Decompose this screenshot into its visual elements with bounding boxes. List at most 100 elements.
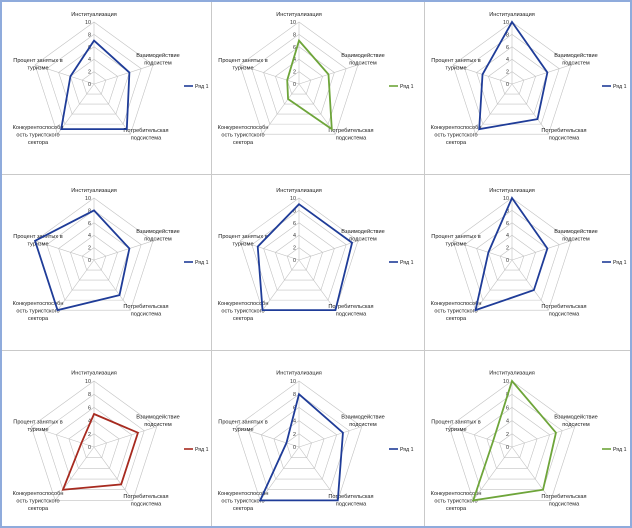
radar-chart-3: 0 2 4 6 8 10 Институализация Взаимодействие подс… bbox=[425, 2, 630, 174]
radar-chart-svg: 0246810ИнституализацияВзаимодействиеподс… bbox=[431, 188, 627, 322]
axis-category-label: Взаимодействие bbox=[136, 52, 179, 59]
tick-label: 10 bbox=[503, 196, 509, 202]
axis-category-label: туризме bbox=[232, 427, 253, 433]
tick-label: 8 bbox=[506, 208, 509, 214]
axis-category-label: сектора bbox=[233, 506, 254, 512]
grid-ring bbox=[476, 46, 548, 115]
tick-label: 8 bbox=[293, 32, 296, 38]
axis-category-label: Процент занятых в bbox=[13, 420, 62, 426]
grid-ring bbox=[286, 247, 312, 271]
axis-category-label: туризме bbox=[445, 66, 466, 72]
tick-label: 8 bbox=[88, 32, 91, 38]
axis-spoke bbox=[298, 83, 336, 135]
grid-ring bbox=[275, 58, 323, 105]
tick-label: 6 bbox=[293, 221, 296, 227]
axis-category-label: туризме bbox=[27, 242, 48, 248]
axis-category-label: подсистема bbox=[549, 502, 580, 508]
axis-spoke bbox=[93, 259, 131, 311]
tick-label: 10 bbox=[85, 379, 91, 385]
axis-spoke bbox=[475, 83, 513, 135]
tick-label: 4 bbox=[506, 419, 509, 425]
axis-category-label: Процент занятых в bbox=[13, 58, 62, 64]
tick-label: 2 bbox=[293, 70, 296, 76]
axis-category-label: Институализация bbox=[276, 371, 322, 377]
axis-category-label: туризме bbox=[232, 66, 253, 72]
axis-category-label: подсистема bbox=[549, 136, 580, 142]
axis-category-label: сектора bbox=[446, 140, 467, 146]
axis-category-label: Конкурентоспособн bbox=[218, 491, 269, 497]
tick-label: 10 bbox=[503, 20, 509, 26]
axis-category-label: ость туристского bbox=[434, 309, 477, 315]
grid-ring bbox=[452, 21, 572, 135]
tick-label: 0 bbox=[293, 82, 296, 88]
grid-ring bbox=[34, 21, 154, 135]
axis-spoke bbox=[511, 446, 552, 501]
tick-label: 0 bbox=[88, 445, 91, 451]
legend: Ряд 1 bbox=[184, 84, 209, 90]
grid-ring bbox=[43, 393, 145, 491]
axis-category-label: Конкурентоспособн bbox=[218, 125, 269, 131]
radar-chart-6: 0 2 4 6 8 10 Институализация Взаимодействие подс… bbox=[425, 175, 630, 350]
axis-category-label: туризме bbox=[445, 427, 466, 433]
tick-label: 6 bbox=[88, 405, 91, 411]
tick-label: 6 bbox=[506, 221, 509, 227]
grid-ring bbox=[55, 407, 133, 480]
axis-category-label: Потребительская bbox=[123, 304, 168, 310]
axis-category-label: туризме bbox=[445, 242, 466, 248]
grid-ring bbox=[58, 222, 130, 291]
axis-spoke bbox=[472, 446, 513, 501]
tick-label: 4 bbox=[293, 419, 296, 425]
axis-category-label: подсистема bbox=[336, 502, 367, 508]
axis-category-label: ость туристского bbox=[16, 309, 59, 315]
axis-category-label: Конкурентоспособн bbox=[13, 491, 64, 497]
series-line bbox=[60, 39, 131, 131]
radar-chart-svg: 0246810ИнституализацияВзаимодействиеподс… bbox=[13, 12, 209, 146]
radar-chart-svg: 0246810ИнституализацияВзаимодействиеподс… bbox=[13, 371, 209, 512]
tick-label: 8 bbox=[88, 392, 91, 398]
axis-spoke bbox=[93, 83, 131, 135]
grid-ring bbox=[286, 433, 312, 458]
axis-category-label: Взаимодействие bbox=[554, 228, 597, 235]
radar-chart-svg: 0246810ИнституализацияВзаимодействиеподс… bbox=[218, 188, 414, 322]
grid-ring bbox=[263, 46, 335, 115]
tick-label: 0 bbox=[506, 445, 509, 451]
axis-spoke bbox=[298, 259, 336, 311]
axis-category-label: сектора bbox=[446, 506, 467, 512]
legend-label: Ряд 1 bbox=[613, 447, 627, 453]
axis-spoke bbox=[93, 240, 154, 261]
axis-spoke bbox=[475, 259, 513, 311]
axis-category-label: Взаимодействие bbox=[554, 413, 597, 420]
grid-ring bbox=[70, 234, 118, 281]
radar-chart-8: 0 2 4 6 8 10 Институализация Взаимодействие подс… bbox=[212, 351, 424, 526]
axis-category-label: Конкурентоспособн bbox=[431, 491, 482, 497]
grid-ring bbox=[30, 380, 158, 501]
axis-category-label: Процент занятых в bbox=[431, 420, 480, 426]
axis-category-label: подсистема bbox=[131, 136, 162, 142]
axis-category-label: Потребительская bbox=[328, 304, 373, 310]
axis-category-label: Процент занятых в bbox=[431, 234, 480, 240]
tick-label: 0 bbox=[293, 445, 296, 451]
tick-label: 10 bbox=[290, 196, 296, 202]
series-line bbox=[33, 209, 131, 312]
axis-category-label: Потребительская bbox=[541, 494, 586, 500]
legend: Ряд 1 bbox=[602, 84, 627, 90]
axis-category-label: сектора bbox=[233, 140, 254, 146]
axis-spoke bbox=[262, 259, 300, 311]
grid-ring bbox=[273, 420, 325, 469]
axis-spoke bbox=[511, 64, 572, 85]
axis-category-label: подсистем bbox=[144, 422, 172, 428]
axis-spoke bbox=[511, 83, 549, 135]
legend: Ряд 1 bbox=[389, 447, 414, 453]
tick-label: 6 bbox=[293, 45, 296, 51]
axis-category-label: подсистем bbox=[349, 237, 377, 243]
legend-label: Ряд 1 bbox=[400, 84, 414, 90]
tick-label: 8 bbox=[506, 32, 509, 38]
grid-ring bbox=[488, 58, 536, 105]
tick-label: 6 bbox=[506, 405, 509, 411]
tick-label: 4 bbox=[506, 57, 509, 63]
axis-spoke bbox=[259, 446, 300, 501]
axis-spoke bbox=[239, 240, 300, 261]
axis-category-label: Взаимодействие bbox=[136, 228, 179, 235]
axis-category-label: подсистем bbox=[144, 237, 172, 243]
